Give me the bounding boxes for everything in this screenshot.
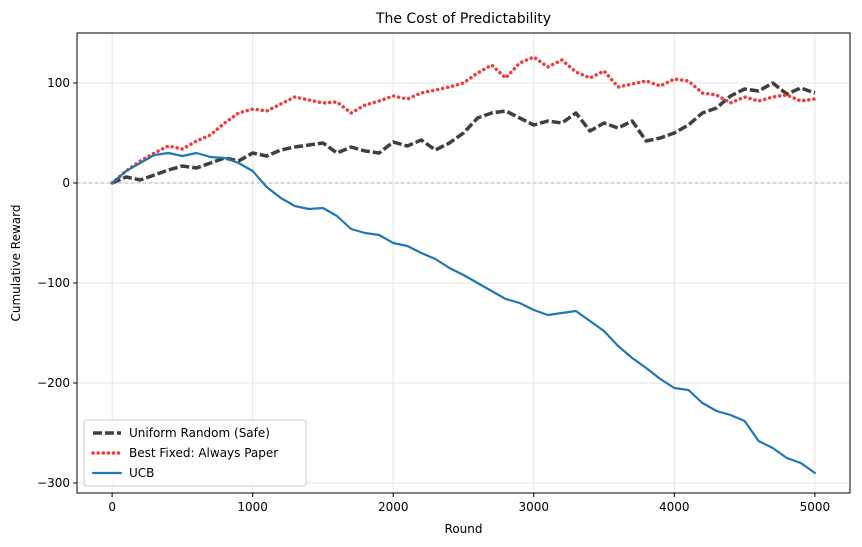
plot-frame <box>76 32 851 494</box>
y-tick-label: 100 <box>47 76 70 90</box>
x-axis-label: Round <box>445 522 483 536</box>
legend-label-2: UCB <box>129 466 154 480</box>
y-tick-label: −100 <box>37 276 70 290</box>
chart-title: The Cost of Predictability <box>375 11 551 27</box>
legend-label-0: Uniform Random (Safe) <box>129 426 270 440</box>
x-tick-label: 4000 <box>659 500 690 514</box>
legend-label-1: Best Fixed: Always Paper <box>129 446 278 460</box>
y-tick-label: −300 <box>37 476 70 490</box>
x-tick-label: 0 <box>108 500 116 514</box>
series-line-1 <box>110 55 817 185</box>
legend-box <box>83 419 307 487</box>
series-line-2 <box>110 151 817 475</box>
x-tick-label: 2000 <box>378 500 409 514</box>
y-tick-label: 0 <box>62 176 70 190</box>
y-axis-label: Cumulative Reward <box>9 205 23 322</box>
axis-ticks: 0 1000 2000 3000 4000 5000 −300 −200 −100 0 100 <box>37 76 830 514</box>
x-tick-label: 1000 <box>237 500 268 514</box>
legend: Uniform Random (Safe) Best Fixed: Always … <box>83 419 307 487</box>
x-tick-label: 3000 <box>518 500 549 514</box>
x-tick-label: 5000 <box>800 500 831 514</box>
y-tick-label: −200 <box>37 376 70 390</box>
series-lines <box>110 55 817 475</box>
